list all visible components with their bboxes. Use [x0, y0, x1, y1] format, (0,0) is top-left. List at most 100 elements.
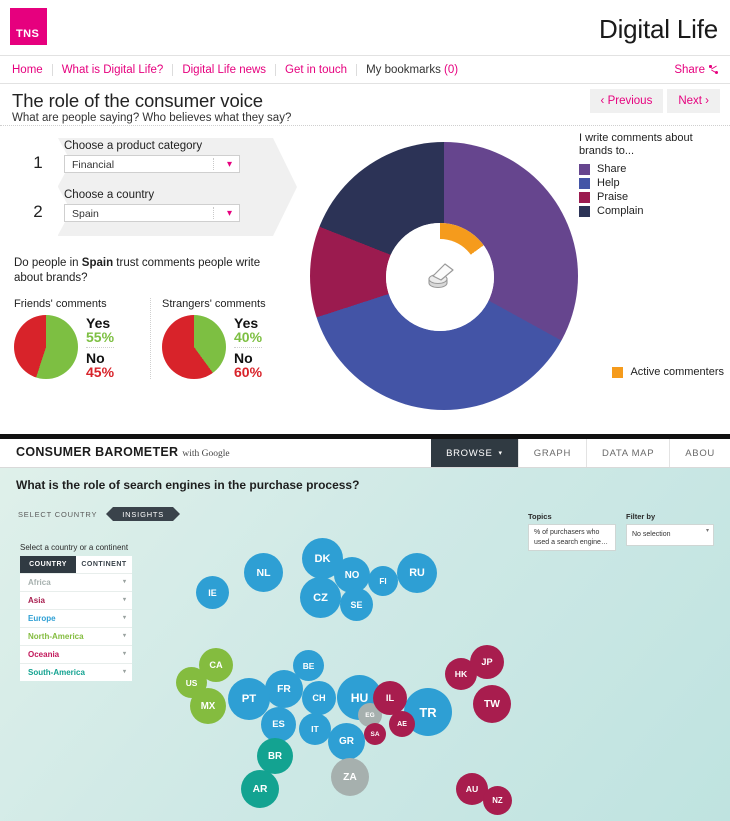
nav-item-home[interactable]: Home: [12, 63, 53, 76]
nav-item-my-bookmarks[interactable]: My bookmarks (0): [357, 64, 467, 76]
consumer-barometer-panel: CONSUMER BAROMETER with Google BROWSE ▾ GR…: [0, 434, 730, 821]
legend-item-help[interactable]: Help: [579, 177, 724, 189]
country-value: Spain: [72, 208, 99, 220]
bubble-cz[interactable]: CZ: [300, 577, 341, 618]
friends-no-value: 45%: [86, 363, 115, 380]
tab-data-map[interactable]: DATA MAP: [586, 439, 669, 467]
nav-item-what-is-digital-life[interactable]: What is Digital Life?: [53, 63, 174, 76]
bubble-label: JP: [481, 657, 493, 667]
bubble-tw[interactable]: TW: [473, 685, 511, 723]
trust-question: Do people in Spain trust comments people…: [14, 256, 274, 286]
breadcrumb-select-country[interactable]: SELECT COUNTRY: [18, 509, 98, 519]
bubble-label: AR: [252, 783, 268, 795]
step-1-label: Choose a product category: [64, 140, 203, 152]
bubble-au[interactable]: AU: [456, 773, 488, 805]
comment-motivation-donut-chart: [300, 132, 580, 422]
friends-yes-value: 55%: [86, 328, 115, 345]
picker-row-south-america[interactable]: South-America: [20, 663, 132, 681]
page-brand-title: Digital Life: [599, 14, 718, 44]
filter-by-label: Filter by: [626, 512, 656, 521]
bubble-nl[interactable]: NL: [244, 553, 283, 592]
next-button[interactable]: Next ›: [667, 89, 720, 113]
bubble-it[interactable]: IT: [299, 713, 331, 745]
bubble-ie[interactable]: IE: [196, 576, 229, 609]
bubble-sa[interactable]: SA: [364, 723, 386, 745]
main-navbar: Home What is Digital Life? Digital Life …: [0, 55, 730, 84]
bubble-se[interactable]: SE: [340, 588, 373, 621]
barometer-tabs: BROWSE ▾ GRAPH DATA MAP ABOU: [431, 439, 730, 467]
picker-row-africa[interactable]: Africa: [20, 573, 132, 591]
bubble-no[interactable]: NO: [334, 557, 370, 593]
tab-about[interactable]: ABOU: [669, 439, 730, 467]
bubble-ar[interactable]: AR: [241, 770, 279, 808]
bubble-fi[interactable]: FI: [368, 566, 398, 596]
nav-item-digital-life-news[interactable]: Digital Life news: [173, 63, 277, 76]
legend-item-active-commenters[interactable]: Active commenters: [612, 366, 724, 378]
bubble-gr[interactable]: GR: [328, 723, 365, 760]
legend-item-share[interactable]: Share: [579, 163, 724, 175]
tab-browse[interactable]: BROWSE ▾: [431, 439, 518, 467]
bubble-es[interactable]: ES: [261, 707, 296, 742]
previous-button[interactable]: ‹ Previous: [589, 89, 664, 113]
tns-logo[interactable]: TNS: [10, 8, 47, 45]
chevron-down-icon: ▾: [226, 159, 232, 170]
tab-graph[interactable]: GRAPH: [517, 439, 586, 467]
bubble-ru[interactable]: RU: [397, 553, 437, 593]
site-header: TNS Digital Life: [0, 0, 730, 55]
bubble-label: RU: [409, 567, 425, 579]
picker-row-europe[interactable]: Europe: [20, 609, 132, 627]
barometer-header: CONSUMER BAROMETER with Google BROWSE ▾ GR…: [0, 439, 730, 468]
bubble-label: AU: [465, 784, 479, 794]
bubble-jp[interactable]: JP: [470, 645, 504, 679]
product-category-select[interactable]: Financial ▾: [64, 155, 240, 173]
picker-row-asia[interactable]: Asia: [20, 591, 132, 609]
bubble-label: IL: [385, 693, 395, 703]
trust-pies: Friends' comments Yes 55% No 45% Strangers…: [14, 298, 286, 408]
legend-item-complain[interactable]: Complain: [579, 205, 724, 217]
pager: ‹ Previous Next ›: [586, 89, 720, 113]
picker-row-oceania[interactable]: Oceania: [20, 645, 132, 663]
bubble-label: BR: [267, 750, 283, 762]
topics-filter-value[interactable]: % of purchasers who used a search engine…: [528, 524, 616, 551]
picker-row-north-america[interactable]: North-America: [20, 627, 132, 645]
barometer-stage: What is the role of search engines in th…: [0, 468, 730, 821]
bubble-il[interactable]: IL: [373, 681, 407, 715]
friends-comments-chart: Friends' comments Yes 55% No 45%: [14, 298, 139, 379]
bubble-label: ZA: [343, 771, 357, 783]
bubble-ae[interactable]: AE: [389, 711, 415, 737]
bubble-label: NL: [256, 566, 271, 579]
country-select[interactable]: Spain ▾: [64, 204, 240, 222]
bubble-label: AE: [397, 720, 407, 728]
bubble-fr[interactable]: FR: [265, 670, 303, 708]
filter-by-dropdown[interactable]: No selection: [626, 524, 714, 546]
friends-no-label: No: [86, 349, 105, 366]
bubble-mx[interactable]: MX: [190, 688, 226, 724]
bubble-br[interactable]: BR: [257, 738, 293, 774]
bubble-za[interactable]: ZA: [331, 758, 369, 796]
page-subtitle: What are people saying? Who believes wha…: [12, 112, 292, 124]
panel-body: 1 Choose a product category Financial ▾ …: [0, 126, 730, 426]
donut-center: [402, 239, 478, 315]
trust-question-pre: Do people in: [14, 257, 82, 269]
nav-item-get-in-touch[interactable]: Get in touch: [276, 63, 358, 76]
bubble-ca[interactable]: CA: [199, 648, 233, 682]
bubble-nz[interactable]: NZ: [483, 786, 512, 815]
bubble-label: IE: [208, 587, 217, 598]
barometer-logo-text: CONSUMER BAROMETER: [16, 445, 179, 459]
bubble-ch[interactable]: CH: [302, 681, 336, 715]
breadcrumb-insights[interactable]: INSIGHTS: [106, 507, 180, 521]
share-button[interactable]: Share: [674, 56, 718, 83]
legend-label-help: Help: [597, 177, 620, 189]
picker-tab-continent[interactable]: CONTINENT: [76, 556, 132, 573]
tns-digital-life-panel: TNS Digital Life Home What is Digital Li…: [0, 0, 730, 426]
nav-bookmarks-label: My bookmarks: [366, 63, 445, 76]
topics-filter-label: Topics: [528, 512, 552, 521]
picker-tab-country[interactable]: COUNTRY: [20, 556, 76, 573]
legend-item-praise[interactable]: Praise: [579, 191, 724, 203]
product-category-value: Financial: [72, 159, 115, 171]
bubble-label: IT: [311, 724, 319, 734]
tab-browse-label: BROWSE: [446, 447, 493, 459]
bubble-label: PT: [241, 693, 257, 705]
bubble-pt[interactable]: PT: [228, 678, 270, 720]
